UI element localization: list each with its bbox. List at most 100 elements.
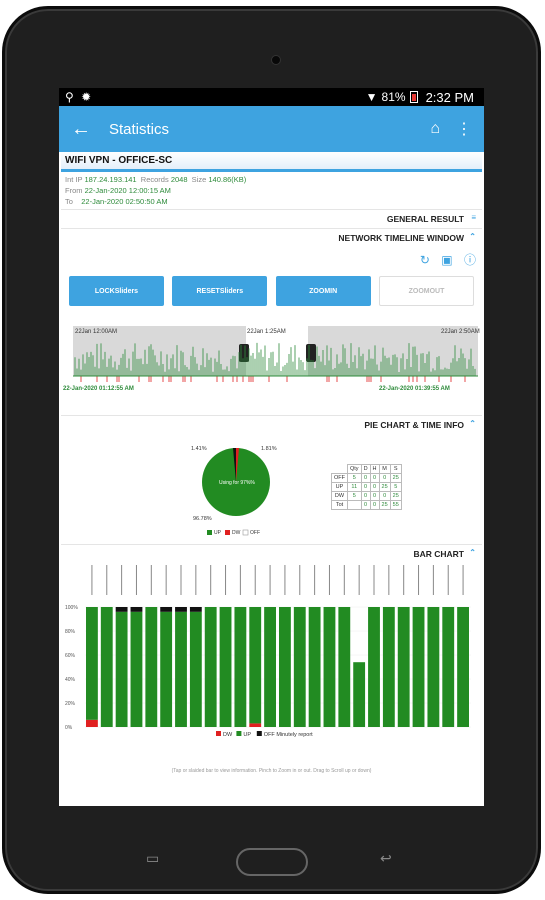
more-vert-icon[interactable]: ⋮ [456, 121, 472, 138]
pie-section: 1.41% 1.81% 96.78% Using for 97%% UP DW … [61, 434, 482, 544]
bar-up[interactable] [427, 607, 440, 727]
legend-dw: DW [232, 530, 241, 536]
bar-chart[interactable]: 100% 80% 60% 40% 20% 0% DW UP OFF Minutely repor… [61, 563, 482, 763]
y-tick-label: 80% [65, 629, 76, 635]
bar-up[interactable] [160, 611, 173, 727]
lock-sliders-button[interactable]: LOCK Sliders [69, 276, 164, 306]
bar-up[interactable] [130, 611, 143, 727]
bar-up[interactable] [115, 611, 128, 727]
x-tick [314, 565, 316, 595]
bar-up[interactable] [412, 607, 425, 727]
x-tick [195, 565, 197, 595]
recent-apps-icon[interactable]: ▭ [146, 850, 160, 866]
chevron-up-icon: ⌃ [469, 419, 476, 428]
bar-off[interactable] [175, 607, 187, 612]
pie-slice-dw [236, 447, 239, 482]
section-network-timeline[interactable]: NETWORK TIMELINE WINDOW ⌃ [61, 228, 482, 247]
bar-up[interactable] [442, 607, 455, 727]
bar-up[interactable] [279, 607, 291, 727]
timeline-mid-label: 22Jan 1:25AM [247, 329, 286, 335]
reset-sliders-button[interactable]: RESET Sliders [172, 276, 268, 306]
y-tick-label: 40% [65, 677, 76, 683]
bar-up[interactable] [338, 607, 351, 727]
bar-up[interactable] [323, 607, 336, 727]
bar-up[interactable] [234, 607, 247, 727]
y-tick-label: 100% [65, 605, 78, 611]
bar-up[interactable] [145, 607, 158, 727]
bar-up[interactable] [86, 607, 98, 720]
zoom-out-button[interactable]: ZOOM OUT [378, 276, 474, 306]
pie-label-left: 1.41% [191, 446, 207, 452]
right-slider-handle[interactable] [306, 344, 316, 362]
legend-label: DW [223, 732, 233, 738]
pie-chart[interactable]: 1.41% 1.81% 96.78% Using for 97%% UP DW … [61, 434, 482, 544]
chevron-down-icon: ≡ [471, 213, 476, 222]
x-tick [106, 565, 108, 595]
screen: ⚲ ✹ ▼ 81% 2:32 PM ← Statistics ⌂ ⋮ WIFI … [59, 88, 484, 806]
x-tick [225, 565, 227, 595]
save-icon[interactable]: ▣ [441, 253, 453, 267]
time-info-table: Qty D H M S OFF 5 0 0 0 25 UP 11 0 0 25 5 DW 5 0 0 0 25 Tot 0 0 25… [331, 464, 402, 510]
x-tick [135, 565, 137, 595]
back-arrow-icon[interactable]: ← [71, 117, 91, 140]
bar-dw[interactable] [86, 719, 98, 727]
bar-off[interactable] [130, 607, 143, 612]
battery-icon [409, 91, 418, 103]
bar-up[interactable] [353, 662, 366, 727]
x-tick [269, 565, 271, 595]
home-button[interactable] [236, 848, 308, 876]
bar-up[interactable] [175, 611, 187, 727]
bar-section: 100% 80% 60% 40% 20% 0% DW UP OFF Minutely repor… [61, 563, 482, 774]
bar-up[interactable] [264, 607, 276, 727]
pie-center-text: Using for 97%% [219, 480, 255, 486]
x-tick [462, 565, 464, 595]
slider-buttons: LOCK Sliders RESET Sliders ZOOM IN ZOOM OUT [61, 272, 482, 310]
timeline-activity [74, 342, 476, 382]
section-general-result[interactable]: GENERAL RESULT ≡ [61, 209, 482, 228]
home-icon[interactable]: ⌂ [430, 120, 440, 137]
section-bar-chart[interactable]: BAR CHART ⌃ [61, 544, 482, 563]
wifi-icon: ▼ [365, 90, 378, 104]
clock: 2:32 PM [425, 89, 474, 105]
x-tick [254, 565, 256, 595]
x-tick [447, 565, 449, 595]
x-tick [239, 565, 241, 595]
bar-off[interactable] [115, 607, 128, 612]
bar-off[interactable] [160, 607, 173, 612]
bar-up[interactable] [457, 607, 469, 727]
bar-up[interactable] [293, 607, 306, 727]
chevron-up-icon: ⌃ [469, 232, 476, 241]
bar-up[interactable] [368, 607, 380, 727]
x-tick [328, 565, 330, 595]
network-timeline[interactable]: 22Jan 12:00AM 22Jan 1:25AM 22Jan 2:50AM … [61, 320, 482, 410]
legend-off: OFF [250, 530, 260, 536]
refresh-icon[interactable]: ↻ [419, 253, 430, 267]
bar-up[interactable] [249, 607, 262, 724]
bar-up[interactable] [382, 607, 395, 727]
help-icon[interactable]: ⓘ [463, 253, 476, 267]
bar-up[interactable] [100, 607, 113, 727]
vpn-title: WIFI VPN - OFFICE-SC [61, 152, 482, 172]
x-tick [299, 565, 301, 595]
legend-up: UP [214, 530, 222, 536]
legend-swatch [216, 731, 221, 736]
section-pie-chart[interactable]: PIE CHART & TIME INFO ⌃ [61, 415, 482, 434]
legend-swatch [236, 731, 242, 736]
zoom-in-button[interactable]: ZOOM IN [275, 276, 371, 306]
bar-dw[interactable] [249, 723, 262, 727]
bar-up[interactable] [308, 607, 321, 727]
bar-up[interactable] [219, 607, 232, 727]
x-tick [165, 565, 167, 595]
bar-off[interactable] [189, 607, 202, 612]
legend-off-swatch [242, 529, 249, 536]
bar-up[interactable] [189, 611, 202, 727]
bar-up[interactable] [397, 607, 410, 727]
usb-icon: ⚲ [65, 90, 74, 104]
left-slider-handle[interactable] [239, 344, 249, 362]
back-icon[interactable]: ↩ [380, 850, 392, 866]
bar-up[interactable] [204, 607, 217, 727]
timeline-end: 22-Jan-2020 01:39:55 AM [379, 386, 450, 392]
x-tick [388, 565, 390, 595]
legend-up-swatch [207, 530, 212, 535]
x-tick [91, 565, 93, 595]
